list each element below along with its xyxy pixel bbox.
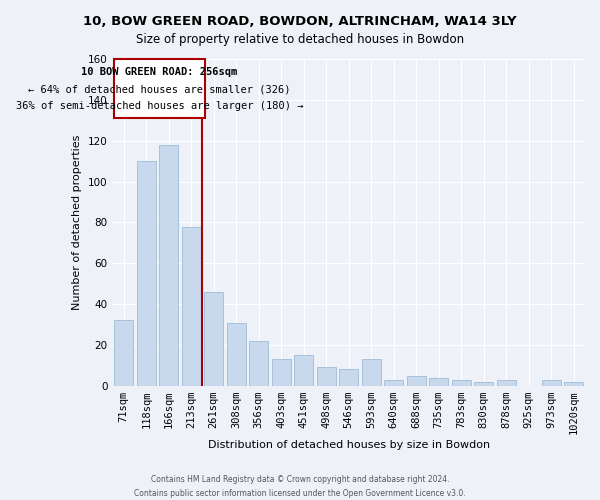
Bar xyxy=(452,380,471,386)
Text: 36% of semi-detached houses are larger (180) →: 36% of semi-detached houses are larger (… xyxy=(16,101,303,111)
Bar xyxy=(227,322,246,386)
Bar xyxy=(339,370,358,386)
Bar xyxy=(204,292,223,386)
Text: ← 64% of detached houses are smaller (326): ← 64% of detached houses are smaller (32… xyxy=(28,84,291,94)
Text: 10, BOW GREEN ROAD, BOWDON, ALTRINCHAM, WA14 3LY: 10, BOW GREEN ROAD, BOWDON, ALTRINCHAM, … xyxy=(83,15,517,28)
Bar xyxy=(159,145,178,386)
Bar xyxy=(182,226,201,386)
Bar xyxy=(474,382,493,386)
Text: 10 BOW GREEN ROAD: 256sqm: 10 BOW GREEN ROAD: 256sqm xyxy=(82,68,238,78)
Bar xyxy=(114,320,133,386)
Bar xyxy=(362,360,381,386)
X-axis label: Distribution of detached houses by size in Bowdon: Distribution of detached houses by size … xyxy=(208,440,490,450)
Bar xyxy=(497,380,516,386)
Bar xyxy=(564,382,583,386)
Bar xyxy=(137,161,156,386)
Bar xyxy=(542,380,561,386)
Bar xyxy=(114,59,205,118)
Bar xyxy=(384,380,403,386)
Bar xyxy=(407,376,426,386)
Bar xyxy=(272,360,291,386)
Bar xyxy=(294,355,313,386)
Text: Contains HM Land Registry data © Crown copyright and database right 2024.
Contai: Contains HM Land Registry data © Crown c… xyxy=(134,476,466,498)
Y-axis label: Number of detached properties: Number of detached properties xyxy=(73,134,82,310)
Bar xyxy=(429,378,448,386)
Text: Size of property relative to detached houses in Bowdon: Size of property relative to detached ho… xyxy=(136,32,464,46)
Bar xyxy=(249,341,268,386)
Bar xyxy=(317,368,336,386)
